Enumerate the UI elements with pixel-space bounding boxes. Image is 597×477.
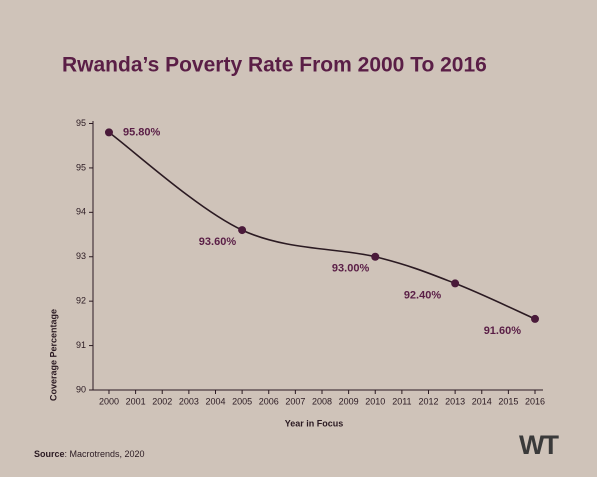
source-text: : Macrotrends, 2020 — [65, 449, 145, 459]
x-tick-label: 2015 — [498, 396, 518, 406]
x-tick-label: 2001 — [126, 396, 146, 406]
x-tick-label: 2012 — [418, 396, 438, 406]
point — [104, 128, 113, 137]
value-label: 93.60% — [199, 236, 237, 248]
x-tick-label: 2010 — [365, 396, 385, 406]
x-tick-label: 2016 — [525, 396, 545, 406]
y-tick-label: 90 — [76, 384, 86, 394]
x-tick-label: 2004 — [205, 396, 225, 406]
y-tick-label: 95 — [76, 118, 86, 128]
x-tick-label: 2009 — [339, 396, 359, 406]
logo: WT — [519, 430, 559, 460]
chart-title: Rwanda’s Poverty Rate From 2000 To 2016 — [62, 54, 487, 77]
y-tick-label: 91 — [76, 340, 86, 350]
y-tick-label: 94 — [76, 207, 86, 217]
value-label: 95.80% — [123, 126, 161, 138]
x-tick-label: 2007 — [285, 396, 305, 406]
source: Source: Macrotrends, 2020 — [34, 449, 145, 459]
source-label: Source — [34, 449, 65, 459]
y-axis-label: Coverage Percentage — [48, 309, 58, 401]
value-label: 93.00% — [332, 263, 370, 275]
point — [238, 226, 247, 235]
x-tick-label: 2000 — [99, 396, 119, 406]
x-tick-label: 2002 — [152, 396, 172, 406]
x-tick-label: 2006 — [259, 396, 279, 406]
value-label: 91.60% — [484, 325, 522, 337]
y-tick-label: 95 — [76, 162, 86, 172]
value-label: 92.40% — [404, 289, 442, 301]
x-tick-label: 2005 — [232, 396, 252, 406]
point — [371, 252, 380, 261]
x-tick-label: 2014 — [472, 396, 492, 406]
point — [451, 279, 460, 288]
x-tick-label: 2013 — [445, 396, 465, 406]
x-tick-label: 2003 — [179, 396, 199, 406]
line — [108, 131, 536, 320]
y-tick-label: 93 — [76, 251, 86, 261]
x-tick-label: 2011 — [392, 396, 411, 406]
x-tick-label: 2008 — [312, 396, 332, 406]
x-axis-label: Year in Focus — [285, 418, 344, 428]
y-tick-label: 92 — [76, 296, 86, 306]
point — [531, 314, 540, 323]
